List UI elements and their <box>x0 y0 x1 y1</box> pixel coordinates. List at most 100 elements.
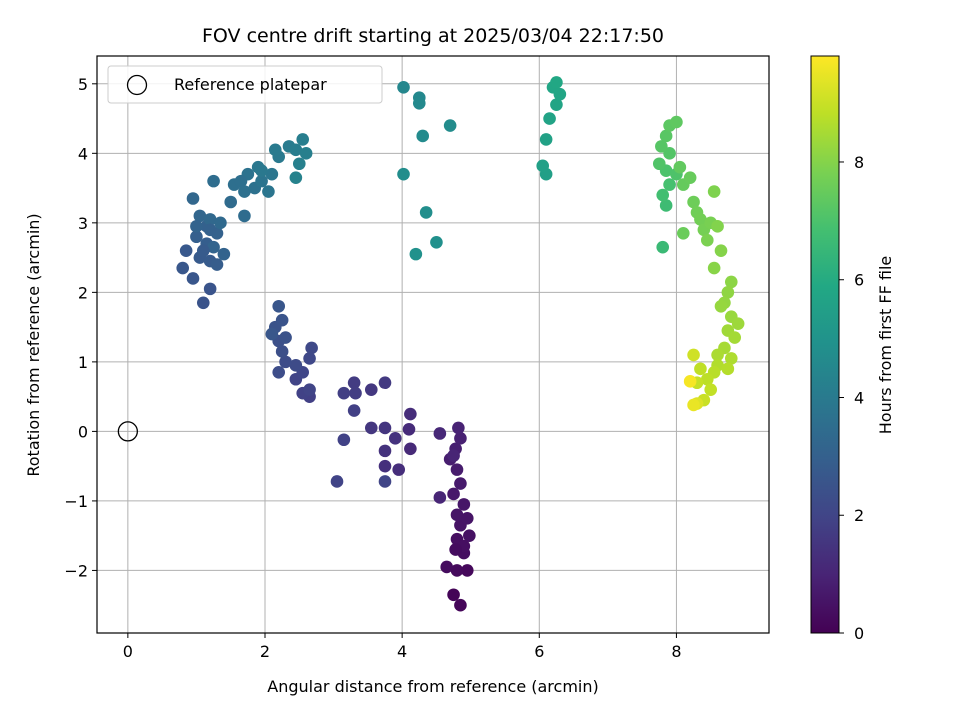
data-point <box>409 247 423 261</box>
data-point <box>656 240 670 254</box>
plot-frame <box>96 55 770 634</box>
data-point <box>238 185 251 198</box>
data-point <box>539 133 553 146</box>
colorbar-tick-label: 0 <box>854 624 864 643</box>
data-point <box>694 362 707 376</box>
y-tick-label: −2 <box>64 561 88 580</box>
data-point <box>704 383 718 396</box>
data-point <box>296 133 310 146</box>
data-point <box>207 240 220 254</box>
data-point <box>303 383 316 396</box>
data-point <box>454 598 467 612</box>
data-point <box>536 159 550 173</box>
x-tick-label: 4 <box>397 642 407 661</box>
data-point <box>217 247 231 261</box>
data-point <box>683 375 697 388</box>
data-point <box>193 209 207 223</box>
colorbar-axis: 0 2 4 6 8 <box>839 153 864 643</box>
data-point <box>388 432 402 445</box>
data-point <box>378 421 392 435</box>
data-point <box>676 226 690 240</box>
data-point <box>347 376 361 390</box>
data-point <box>214 216 227 230</box>
data-point <box>550 76 563 89</box>
colorbar-tick-label: 6 <box>854 271 864 290</box>
data-point <box>663 178 676 191</box>
data-point <box>275 345 289 358</box>
data-point <box>683 171 697 184</box>
data-point <box>179 244 193 257</box>
data-point <box>714 299 728 313</box>
data-point <box>265 327 279 341</box>
data-point <box>203 213 217 226</box>
data-point <box>207 174 220 188</box>
data-point <box>449 543 462 556</box>
legend-marker <box>126 74 148 96</box>
data-point <box>700 233 714 247</box>
y-tick-label: −1 <box>64 492 88 511</box>
data-point <box>714 244 728 257</box>
data-point <box>268 143 282 157</box>
data-point <box>700 372 714 386</box>
data-point <box>255 164 268 178</box>
legend-label: Reference platepar <box>174 75 327 94</box>
data-point <box>728 331 742 344</box>
data-point <box>289 359 303 372</box>
x-tick-label: 2 <box>260 642 270 661</box>
colorbar-tick-label: 8 <box>854 153 864 172</box>
data-point <box>299 147 313 160</box>
data-point <box>378 444 392 458</box>
data-point <box>364 383 378 396</box>
data-point <box>460 564 474 577</box>
x-axis: 0 2 4 6 8 <box>123 633 682 661</box>
y-axis: −2 −1 0 1 2 3 4 5 <box>64 75 97 580</box>
data-point <box>272 366 286 379</box>
colorbar-tick-label: 4 <box>854 388 864 407</box>
data-point <box>186 192 200 205</box>
data-point <box>265 167 279 181</box>
data-point <box>443 119 457 132</box>
data-point <box>255 174 268 188</box>
data-point <box>186 272 200 285</box>
y-tick-label: 0 <box>78 422 88 441</box>
data-point <box>452 421 465 435</box>
data-point <box>176 261 190 275</box>
data-point <box>224 195 238 209</box>
data-point <box>275 313 289 327</box>
data-point <box>447 588 460 602</box>
data-point <box>279 331 292 344</box>
data-point <box>687 398 700 412</box>
data-point <box>347 404 361 417</box>
data-point <box>402 423 416 436</box>
data-point <box>447 449 460 463</box>
data-point <box>392 463 406 476</box>
data-point <box>196 296 210 310</box>
y-tick-label: 3 <box>78 214 88 233</box>
data-point <box>430 236 443 249</box>
y-tick-label: 4 <box>78 144 88 163</box>
data-point <box>460 511 474 525</box>
data-point <box>397 80 410 94</box>
data-point <box>440 560 454 574</box>
data-point <box>404 407 417 421</box>
data-point <box>550 98 563 111</box>
legend: Reference platepar <box>107 65 383 104</box>
data-point <box>272 299 286 313</box>
data-point <box>694 213 707 226</box>
data-point <box>196 244 210 257</box>
data-point <box>707 261 721 275</box>
data-point <box>190 220 203 233</box>
data-point <box>687 195 700 209</box>
data-point <box>305 341 318 355</box>
data-point <box>433 427 447 440</box>
chart-title: FOV centre drift starting at 2025/03/04 … <box>202 25 664 47</box>
data-point <box>663 147 676 160</box>
y-tick-label: 2 <box>78 283 88 302</box>
data-point <box>721 286 735 299</box>
data-point <box>454 477 467 490</box>
data-point <box>457 498 471 511</box>
y-axis-label: Rotation from reference (arcmin) <box>24 213 43 476</box>
x-tick-label: 6 <box>534 642 544 661</box>
data-point <box>707 185 721 198</box>
